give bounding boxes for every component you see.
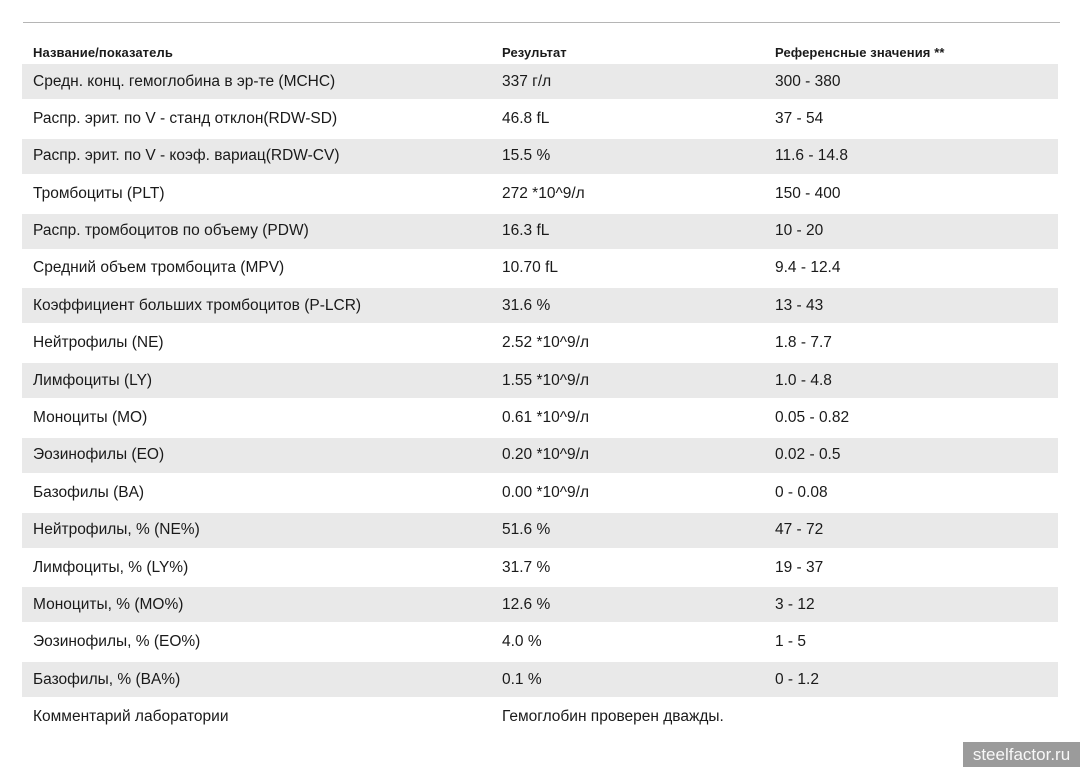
row-result: 10.70 fL bbox=[502, 259, 559, 277]
row-reference: 10 - 20 bbox=[775, 222, 824, 240]
row-reference: 1.0 - 4.8 bbox=[775, 371, 832, 389]
row-name: Лимфоциты (LY) bbox=[33, 371, 153, 389]
row-name: Базофилы, % (BA%) bbox=[33, 670, 181, 688]
column-header-name: Название/показатель bbox=[33, 44, 173, 60]
row-result-cell: 1.55 *10^9/л bbox=[502, 372, 775, 390]
row-result: 12.6 % bbox=[502, 595, 551, 613]
table-row: Тромбоциты (PLT) 272 *10^9/л 150 - 400 bbox=[22, 176, 1058, 211]
row-name: Базофилы (BA) bbox=[33, 483, 145, 501]
table-row: Эозинофилы, % (EO%) 4.0 % 1 - 5 bbox=[22, 625, 1058, 660]
row-result-cell: ↑ 15.5 % bbox=[502, 147, 775, 165]
row-reference: 0.02 - 0.5 bbox=[775, 446, 841, 464]
table-row: Моноциты, % (MO%) ↑ 12.6 % 3 - 12 bbox=[22, 587, 1058, 623]
row-result-cell: 31.7 % bbox=[502, 559, 775, 577]
row-result-cell: 4.0 % bbox=[502, 633, 775, 651]
row-result: 51.6 % bbox=[502, 521, 551, 539]
row-reference: 37 - 54 bbox=[775, 109, 824, 127]
row-result: 0.20 *10^9/л bbox=[502, 446, 589, 464]
watermark-badge: steelfactor.ru bbox=[963, 742, 1080, 767]
row-result: 0.1 % bbox=[502, 670, 542, 688]
row-result-cell: 337 г/л bbox=[502, 73, 775, 91]
table-row: Базофилы (BA) 0.00 *10^9/л 0 - 0.08 bbox=[22, 475, 1058, 510]
row-reference: 150 - 400 bbox=[775, 184, 841, 202]
row-result-cell: 272 *10^9/л bbox=[502, 185, 775, 203]
row-result-cell: Гемоглобин проверен дважды. bbox=[502, 708, 775, 726]
table-row: Комментарий лаборатории Гемоглобин прове… bbox=[22, 700, 1058, 735]
row-reference: 11.6 - 14.8 bbox=[775, 147, 848, 165]
row-result: 16.3 fL bbox=[502, 222, 550, 240]
row-result: 1.55 *10^9/л bbox=[502, 371, 589, 389]
row-reference: 19 - 37 bbox=[775, 558, 824, 576]
row-name: Распр. тромбоцитов по объему (PDW) bbox=[33, 222, 309, 240]
row-reference: 300 - 380 bbox=[775, 72, 841, 90]
row-result-cell: 10.70 fL bbox=[502, 259, 775, 277]
table-row: Эозинофилы (EO) 0.20 *10^9/л 0.02 - 0.5 bbox=[22, 437, 1058, 473]
top-divider bbox=[23, 22, 1060, 23]
row-name: Эозинофилы, % (EO%) bbox=[33, 633, 201, 651]
row-result-cell: 0.00 *10^9/л bbox=[502, 484, 775, 502]
row-result: 46.8 fL bbox=[502, 109, 550, 127]
row-name: Средн. конц. гемоглобина в эр-те (MCHC) bbox=[33, 72, 336, 90]
table-row: Нейтрофилы, % (NE%) 51.6 % 47 - 72 bbox=[22, 512, 1058, 548]
row-result: 2.52 *10^9/л bbox=[502, 334, 589, 352]
table-row: Нейтрофилы (NE) 2.52 *10^9/л 1.8 - 7.7 bbox=[22, 326, 1058, 361]
column-header-result: Результат bbox=[502, 44, 567, 60]
row-result-cell: 0.1 % bbox=[502, 671, 775, 689]
row-reference: 1 - 5 bbox=[775, 633, 807, 651]
table-row: Распр. эрит. по V - станд отклон(RDW-SD)… bbox=[22, 101, 1058, 136]
row-name: Нейтрофилы, % (NE%) bbox=[33, 521, 200, 539]
row-name: Комментарий лаборатории bbox=[33, 708, 229, 726]
row-result: 31.7 % bbox=[502, 558, 551, 576]
table-row: Лимфоциты, % (LY%) 31.7 % 19 - 37 bbox=[22, 550, 1058, 585]
row-result: 0.61 *10^9/л bbox=[502, 409, 589, 427]
table-row: Лимфоциты (LY) 1.55 *10^9/л 1.0 - 4.8 bbox=[22, 363, 1058, 399]
row-reference: 13 - 43 bbox=[775, 296, 824, 314]
row-result: 31.6 % bbox=[502, 296, 551, 314]
row-result-cell: 0.20 *10^9/л bbox=[502, 446, 775, 464]
row-name: Распр. эрит. по V - станд отклон(RDW-SD) bbox=[33, 109, 338, 127]
row-result-cell: 2.52 *10^9/л bbox=[502, 334, 775, 352]
row-result: 15.5 % bbox=[502, 147, 551, 165]
row-name: Коэффициент больших тромбоцитов (P-LCR) bbox=[33, 296, 362, 314]
table-row: Базофилы, % (BA%) 0.1 % 0 - 1.2 bbox=[22, 662, 1058, 698]
row-result: 4.0 % bbox=[502, 633, 542, 651]
row-reference: 1.8 - 7.7 bbox=[775, 334, 832, 352]
table-row: Средний объем тромбоцита (MPV) 10.70 fL … bbox=[22, 251, 1058, 286]
table-row: Распр. тромбоцитов по объему (PDW) 16.3 … bbox=[22, 213, 1058, 249]
row-result-cell: 31.6 % bbox=[502, 297, 775, 315]
row-name: Моноциты (MO) bbox=[33, 409, 148, 427]
row-result-cell: 51.6 % bbox=[502, 521, 775, 539]
row-reference: 0 - 1.2 bbox=[775, 670, 819, 688]
row-result-cell: ↑ 12.6 % bbox=[502, 596, 775, 614]
row-result-cell: 46.8 fL bbox=[502, 110, 775, 128]
row-reference: 0 - 0.08 bbox=[775, 483, 828, 501]
table-header: Название/показатель Результат Референсны… bbox=[22, 40, 1058, 64]
row-reference: 3 - 12 bbox=[775, 595, 815, 613]
watermark-label: steelfactor.ru bbox=[972, 744, 1071, 764]
row-name: Лимфоциты, % (LY%) bbox=[33, 558, 189, 576]
row-result-cell: 16.3 fL bbox=[502, 222, 775, 240]
row-result: 0.00 *10^9/л bbox=[502, 483, 589, 501]
row-result: 337 г/л bbox=[502, 72, 552, 90]
row-result: Гемоглобин проверен дважды. bbox=[502, 708, 724, 726]
column-header-reference: Референсные значения ** bbox=[775, 44, 945, 60]
table-row: Моноциты (MO) 0.61 *10^9/л 0.05 - 0.82 bbox=[22, 401, 1058, 436]
row-result: 272 *10^9/л bbox=[502, 184, 585, 202]
row-result-cell: 0.61 *10^9/л bbox=[502, 409, 775, 427]
row-name: Средний объем тромбоцита (MPV) bbox=[33, 259, 285, 277]
row-name: Моноциты, % (MO%) bbox=[33, 595, 184, 613]
row-name: Нейтрофилы (NE) bbox=[33, 334, 164, 352]
table-row: Коэффициент больших тромбоцитов (P-LCR) … bbox=[22, 288, 1058, 324]
table-rows: Средн. конц. гемоглобина в эр-те (MCHC) … bbox=[22, 64, 1058, 737]
table-row: Распр. эрит. по V - коэф. вариац(RDW-CV)… bbox=[22, 138, 1058, 174]
row-reference: 9.4 - 12.4 bbox=[775, 259, 841, 277]
row-reference: 47 - 72 bbox=[775, 521, 824, 539]
row-name: Эозинофилы (EO) bbox=[33, 446, 165, 464]
row-name: Распр. эрит. по V - коэф. вариац(RDW-CV) bbox=[33, 147, 340, 165]
row-name: Тромбоциты (PLT) bbox=[33, 184, 165, 202]
row-reference: 0.05 - 0.82 bbox=[775, 409, 850, 427]
table-row: Средн. конц. гемоглобина в эр-те (MCHC) … bbox=[22, 64, 1058, 99]
